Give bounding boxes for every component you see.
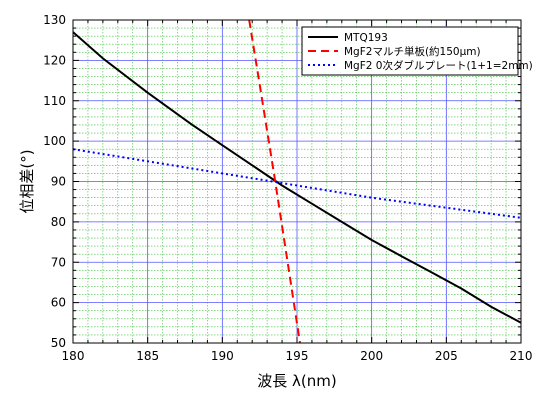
legend-label-3: MgF2 0次ダブルプレート(1+1=2mm) — [344, 59, 533, 72]
y-tick-label: 100 — [43, 134, 66, 148]
y-axis-title: 位相差(°) — [18, 149, 36, 213]
y-tick-label: 60 — [51, 296, 66, 310]
chart-series-layer — [73, 20, 521, 343]
x-tick-label: 200 — [360, 349, 383, 363]
x-tick-label: 185 — [136, 349, 159, 363]
axis-tick-labels: 180 185 190 195 200 205 210 50 60 70 80 90 100 110 120… — [43, 13, 532, 363]
y-tick-label: 80 — [51, 215, 66, 229]
y-tick-label: 110 — [43, 94, 66, 108]
x-axis-title: 波長 λ(nm) — [257, 372, 336, 390]
y-tick-label: 50 — [51, 336, 66, 350]
y-tick-label: 70 — [51, 255, 66, 269]
y-tick-label: 90 — [51, 175, 66, 189]
x-tick-label: 210 — [510, 349, 533, 363]
y-tick-label: 130 — [43, 13, 66, 27]
series-line-1 — [73, 31, 521, 324]
x-tick-label: 190 — [211, 349, 234, 363]
y-tick-label: 120 — [43, 53, 66, 67]
x-tick-label: 195 — [286, 349, 309, 363]
series-line-3 — [73, 148, 521, 219]
axis-ticks — [72, 19, 522, 344]
series-line-2 — [248, 20, 301, 343]
x-tick-label: 180 — [62, 349, 85, 363]
legend-label-1: MTQ193 — [344, 32, 388, 44]
x-tick-label: 205 — [435, 349, 458, 363]
legend-label-2: MgF2マルチ単板(約150μm) — [344, 45, 481, 58]
